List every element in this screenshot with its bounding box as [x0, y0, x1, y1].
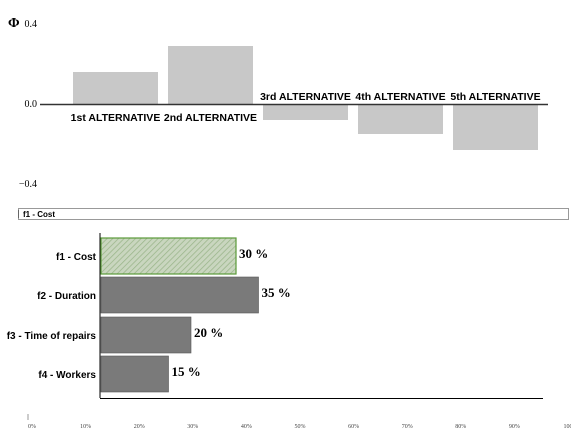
pct-tick-label: 60% — [348, 424, 359, 430]
pct-tick-label: 80% — [455, 424, 466, 430]
pct-tick-label: 10% — [80, 424, 91, 430]
alternative-label: 3rd ALTERNATIVE — [260, 91, 351, 103]
weight-value-label: 15 % — [172, 364, 201, 379]
alternative-label: 1st ALTERNATIVE — [71, 112, 161, 124]
criterion-weight-bar[interactable] — [101, 356, 169, 392]
alternative-bar — [168, 46, 253, 104]
criteria-weights-chart: f1 - Cost 30 % f2 - Duration 35 % f3 - Time … — [7, 233, 571, 430]
criterion-weight-bar[interactable] — [101, 317, 191, 353]
alternative-label: 2nd ALTERNATIVE — [164, 112, 257, 124]
criterion-label: f1 - Cost — [56, 252, 97, 263]
pct-tick-label: 90% — [509, 424, 520, 430]
criterion-filter-label: f1 - Cost — [23, 210, 55, 219]
pct-tick-label: 100 — [564, 424, 571, 430]
pct-tick-label: 70% — [402, 424, 413, 430]
pct-tick-label: 40% — [241, 424, 252, 430]
criterion-filter-box[interactable]: f1 - Cost — [19, 209, 569, 220]
pct-tick-label: 30% — [187, 424, 198, 430]
alternative-bar — [453, 104, 538, 150]
pct-tick-label: 50% — [295, 424, 306, 430]
criterion-weight-bar[interactable] — [101, 277, 259, 313]
y-tick-label: −0.4 — [19, 179, 37, 190]
weight-value-label: 30 % — [239, 246, 268, 261]
alternative-label: 4th ALTERNATIVE — [355, 91, 445, 103]
criterion-label: f3 - Time of repairs — [7, 331, 97, 342]
alternative-bar — [358, 104, 443, 134]
alternative-bar — [73, 72, 158, 104]
criterion-label: f4 - Workers — [38, 370, 96, 381]
weight-value-label: 20 % — [194, 325, 223, 340]
pct-tick-label: 0% — [28, 424, 36, 430]
alternative-bar — [263, 104, 348, 120]
y-tick-label: 0.0 — [25, 99, 38, 110]
y-axis-label: Φ — [8, 16, 20, 31]
criterion-label: f2 - Duration — [37, 291, 96, 302]
criterion-weight-bar[interactable] — [101, 238, 236, 274]
pct-tick-label: 20% — [134, 424, 145, 430]
weight-value-label: 35 % — [262, 285, 291, 300]
y-tick-label: 0.4 — [25, 19, 38, 30]
alternative-label: 5th ALTERNATIVE — [450, 91, 540, 103]
